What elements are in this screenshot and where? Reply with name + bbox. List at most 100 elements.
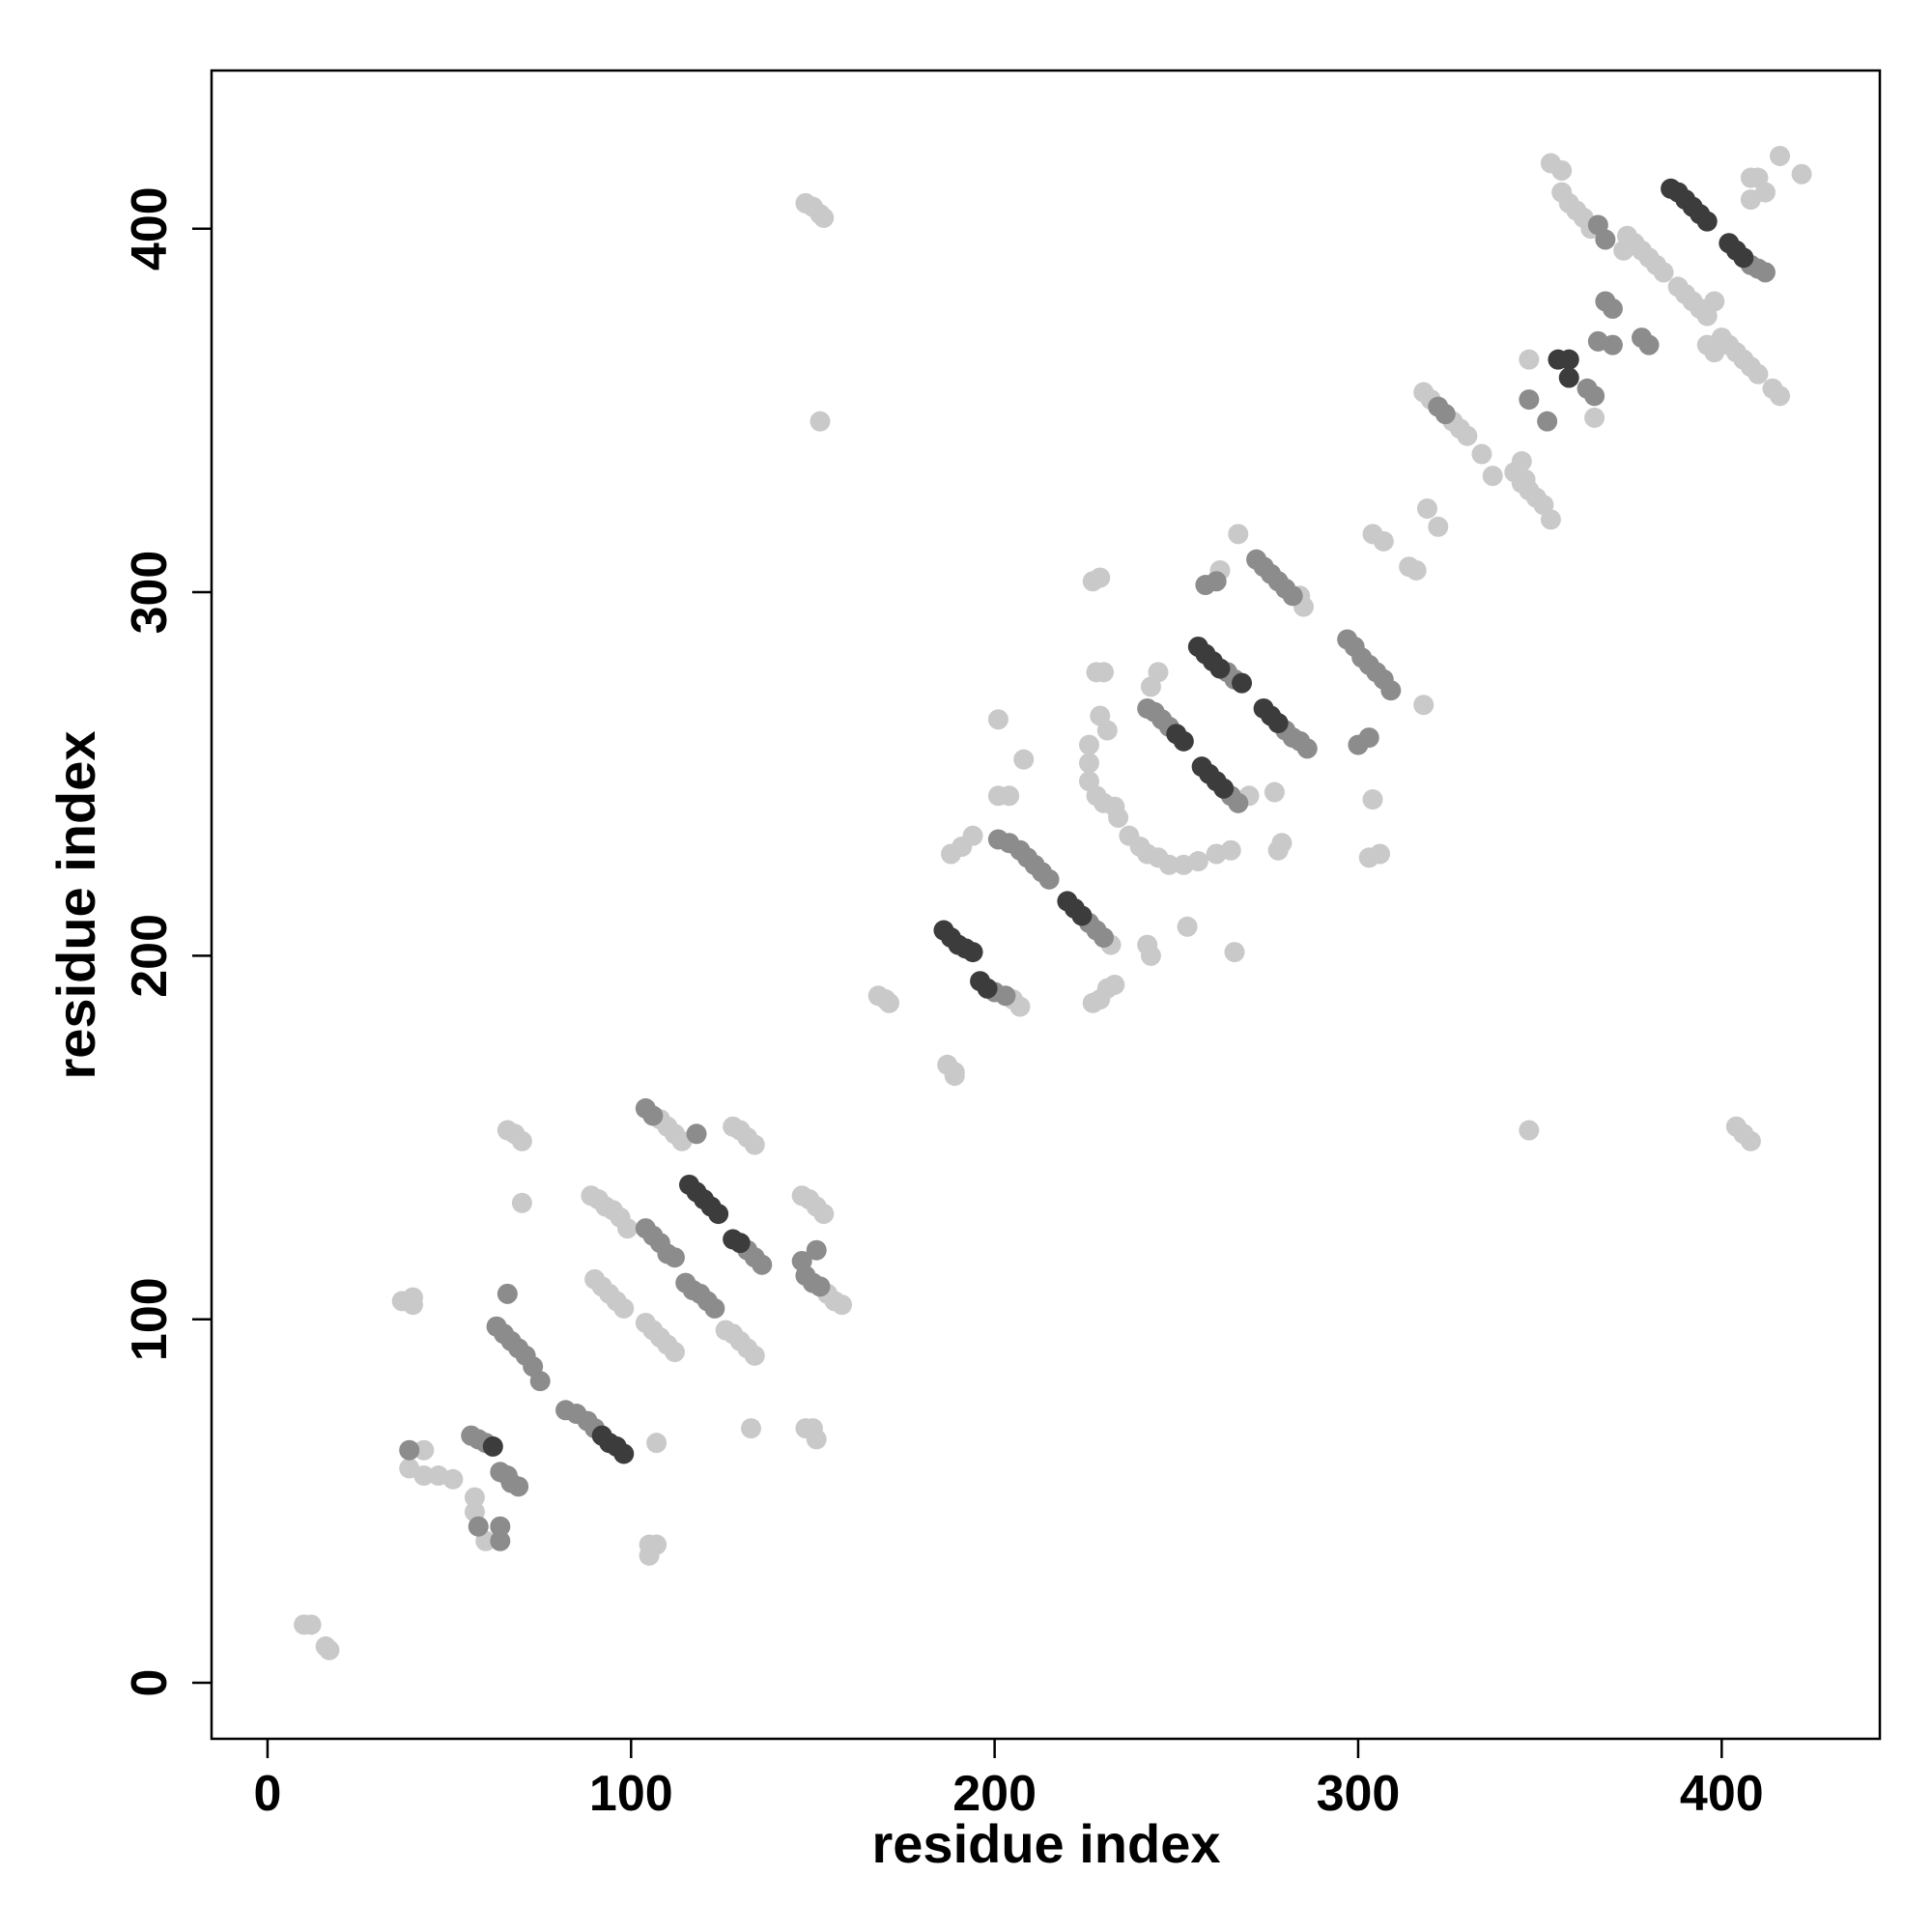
data-point: [639, 1545, 660, 1566]
data-point: [744, 1134, 765, 1155]
data-point: [1638, 334, 1660, 355]
data-point: [464, 1487, 485, 1508]
data-point: [1373, 530, 1394, 552]
data-point: [962, 942, 983, 963]
data-point: [613, 1297, 635, 1319]
data-point: [1094, 662, 1115, 683]
data-point: [1791, 163, 1812, 185]
data-point: [511, 1192, 532, 1213]
data-point: [1551, 159, 1573, 181]
data-point: [1232, 672, 1253, 694]
data-point: [1148, 662, 1169, 683]
data-point: [1733, 247, 1754, 269]
data-point: [1220, 839, 1241, 861]
data-point: [1228, 792, 1249, 813]
data-point: [944, 1065, 965, 1087]
data-point: [1602, 298, 1623, 319]
data-point: [806, 1429, 827, 1450]
data-point: [995, 985, 1016, 1007]
data-point: [744, 1345, 765, 1366]
data-point: [529, 1371, 551, 1392]
data-point: [664, 1342, 685, 1363]
data-point: [300, 1614, 322, 1635]
data-point: [1754, 182, 1776, 203]
data-point: [1416, 497, 1437, 519]
data-point: [1358, 727, 1379, 749]
data-point: [511, 1130, 532, 1151]
data-point: [1094, 927, 1115, 949]
data-point: [1187, 851, 1208, 872]
data-point: [708, 1204, 729, 1225]
x-tick-label: 400: [1680, 1766, 1764, 1822]
data-point: [740, 1418, 761, 1439]
data-point: [1271, 833, 1293, 854]
data-point: [646, 1433, 668, 1454]
data-point: [1696, 211, 1718, 232]
data-point: [497, 1283, 518, 1304]
data-point: [1740, 1130, 1761, 1151]
x-axis-title: residue index: [871, 1813, 1220, 1874]
data-point: [1158, 854, 1179, 875]
data-point: [442, 1468, 464, 1490]
data-point: [1602, 334, 1623, 355]
data-point: [468, 1516, 489, 1537]
data-point: [1013, 749, 1035, 770]
data-point: [1537, 411, 1558, 432]
data-point: [1770, 145, 1791, 166]
data-point: [613, 1443, 635, 1464]
data-point: [987, 709, 1009, 730]
data-point: [508, 1476, 529, 1497]
data-point: [999, 785, 1020, 807]
data-point: [1173, 730, 1194, 752]
data-point: [1482, 466, 1503, 487]
data-point: [1457, 425, 1478, 446]
y-tick-label: 300: [122, 551, 178, 635]
data-point: [832, 1294, 853, 1316]
data-point: [490, 1530, 511, 1551]
data-point: [1519, 1120, 1540, 1141]
data-point: [1519, 389, 1540, 411]
data-point: [1584, 407, 1605, 428]
data-point: [1653, 262, 1674, 283]
data-point: [813, 207, 835, 228]
data-point: [664, 1247, 685, 1268]
data-point: [413, 1465, 435, 1487]
y-tick-label: 0: [122, 1669, 178, 1697]
data-point: [686, 1123, 707, 1145]
data-point: [642, 1105, 664, 1126]
data-point: [1747, 363, 1769, 384]
data-point: [1428, 516, 1449, 537]
data-point: [729, 1233, 751, 1254]
data-point: [402, 1294, 423, 1316]
data-point: [1519, 349, 1540, 370]
data-point: [1038, 868, 1060, 890]
data-point: [490, 1516, 511, 1537]
data-point: [1413, 695, 1435, 716]
data-point: [1558, 367, 1579, 388]
data-point: [482, 1435, 503, 1457]
data-point: [1224, 942, 1245, 963]
data-point: [1296, 738, 1318, 759]
data-point: [1264, 781, 1285, 803]
data-point: [977, 978, 998, 999]
data-point: [1078, 753, 1099, 774]
data-point: [1104, 974, 1125, 995]
data-point: [1206, 571, 1227, 592]
x-tick-label: 300: [1317, 1766, 1401, 1822]
data-point: [319, 1639, 340, 1661]
data-point: [1267, 713, 1289, 734]
data-point: [1209, 658, 1231, 679]
data-point: [1228, 524, 1249, 545]
data-point: [1471, 443, 1492, 465]
data-point: [399, 1439, 420, 1461]
data-point: [1370, 843, 1391, 865]
data-point: [813, 1204, 835, 1225]
y-tick-label: 400: [122, 186, 178, 270]
data-point: [1584, 385, 1605, 407]
data-point: [1770, 385, 1791, 407]
plot-frame: [210, 69, 1882, 1741]
data-point: [704, 1297, 725, 1319]
x-tick-label: 100: [589, 1766, 673, 1822]
